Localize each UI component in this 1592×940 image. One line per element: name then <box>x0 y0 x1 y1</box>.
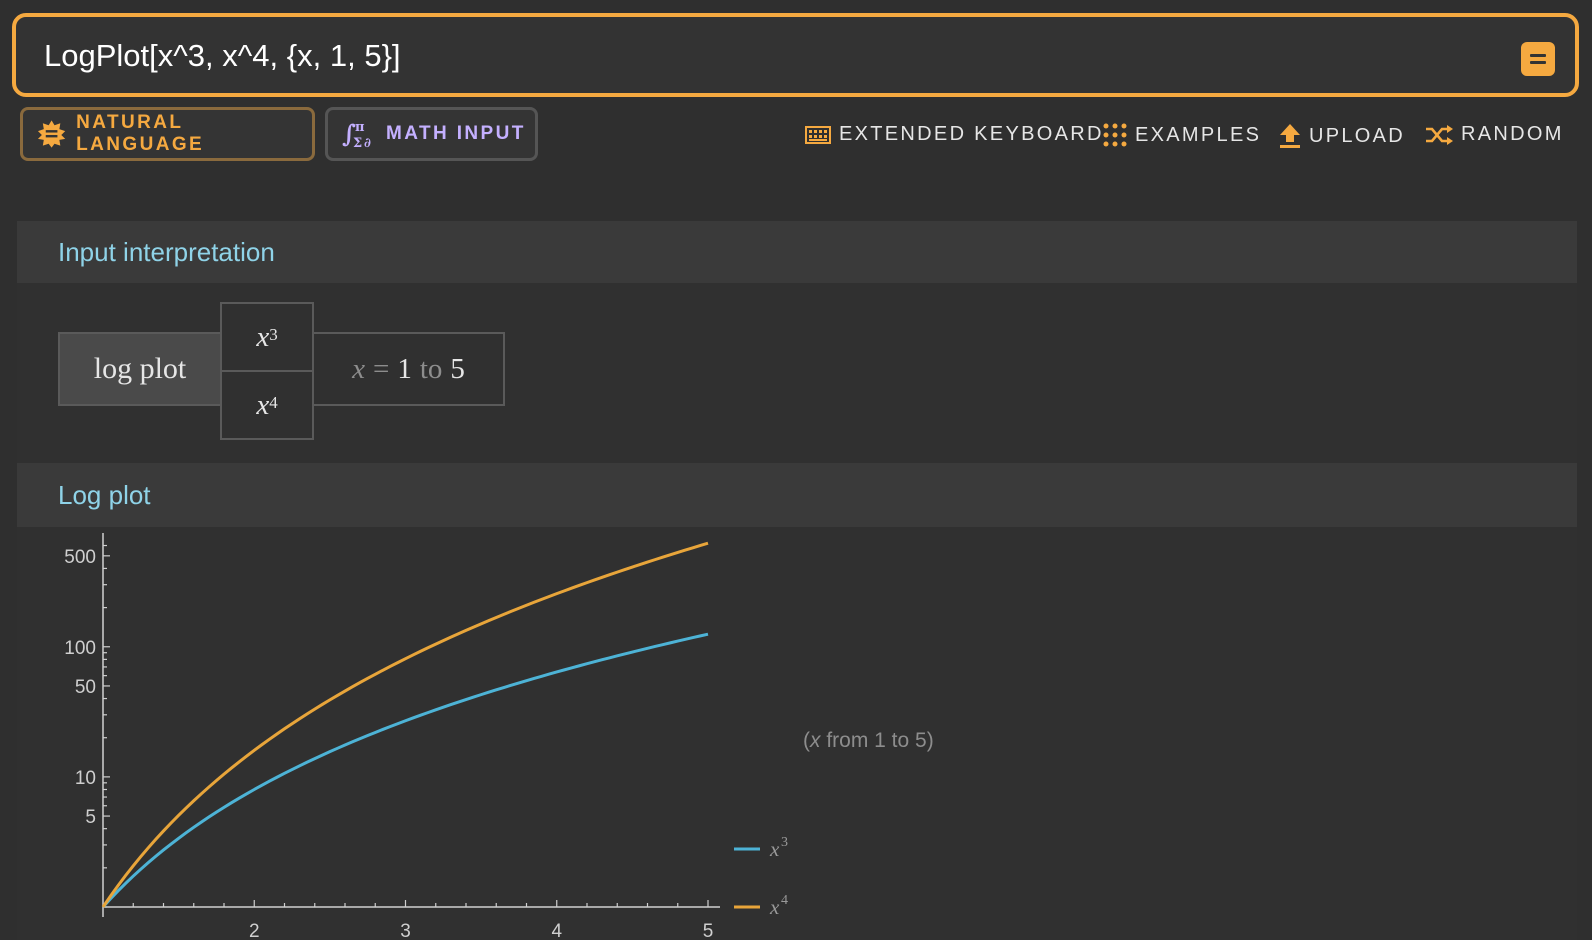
input-interpretation-title: Input interpretation <box>17 221 1577 283</box>
range-from: 1 <box>397 352 412 385</box>
query-bar <box>12 13 1579 97</box>
f2-exponent: 4 <box>269 393 278 412</box>
series-line-x3 <box>101 632 709 909</box>
x-tick-label: 2 <box>249 921 260 940</box>
random-label: RANDOM <box>1461 123 1564 145</box>
range-to-word: to <box>419 352 443 385</box>
plot-range-note-open: ( <box>803 729 810 752</box>
math-symbols-icon: ∫ π Σ ∂ <box>342 119 373 150</box>
random-button[interactable]: RANDOM <box>1425 123 1564 146</box>
keyboard-icon <box>805 125 831 144</box>
legend-exponent-x3: 3 <box>781 835 788 850</box>
svg-text:∂: ∂ <box>364 136 373 150</box>
upload-icon <box>1280 124 1300 148</box>
compute-button[interactable] <box>1521 42 1555 76</box>
math-input-label: MATH INPUT <box>386 123 526 144</box>
interpretation-range-cell: x = 1 to 5 <box>312 332 505 406</box>
log-plot-pod: Log plot <box>17 463 1577 940</box>
interpretation-function: log plot <box>93 352 187 385</box>
log-plot-title: Log plot <box>17 463 1577 527</box>
interpretation-function-cell: log plot <box>58 332 222 406</box>
plot-range-note-var: x <box>810 729 821 752</box>
legend-exponent-x4: 4 <box>781 893 788 908</box>
query-input[interactable] <box>42 33 1486 79</box>
y-tick-label: 500 <box>64 547 96 568</box>
f1-base: x <box>256 320 270 353</box>
f2-base: x <box>256 388 270 421</box>
y-tick-label: 5 <box>85 807 96 828</box>
plot-range-note: (x from 1 to 5) <box>803 729 934 753</box>
shuffle-icon <box>1426 124 1453 145</box>
range-equals: = <box>372 352 390 385</box>
plot-range-note-rest: from 1 to 5) <box>820 729 934 752</box>
x-tick-label: 3 <box>400 921 411 940</box>
grid-dots-icon <box>1103 123 1127 147</box>
legend-label-x4: x <box>769 895 780 919</box>
range-to: 5 <box>450 352 465 385</box>
extended-keyboard-label: EXTENDED KEYBOARD <box>839 123 1104 145</box>
examples-button[interactable]: EXAMPLES <box>1103 123 1261 147</box>
natural-language-label: NATURAL LANGUAGE <box>76 112 205 155</box>
svg-text:∫: ∫ <box>342 119 358 148</box>
math-input-button[interactable]: ∫ π Σ ∂ MATH INPUT <box>325 107 538 161</box>
y-tick-label: 50 <box>75 677 96 698</box>
y-tick-label: 10 <box>75 768 96 789</box>
legend-label-x3: x <box>769 837 780 861</box>
f1-exponent: 3 <box>269 325 278 344</box>
natural-language-icon <box>37 120 66 148</box>
examples-label: EXAMPLES <box>1135 123 1262 146</box>
svg-text:π: π <box>355 120 367 135</box>
series-line-x4 <box>101 541 709 908</box>
svg-text:Σ: Σ <box>353 136 365 150</box>
extended-keyboard-button[interactable]: EXTENDED KEYBOARD <box>805 123 1104 146</box>
upload-button[interactable]: UPLOAD <box>1279 123 1405 149</box>
y-tick-label: 100 <box>64 638 96 659</box>
x-tick-label: 4 <box>551 921 562 940</box>
x-tick-label: 5 <box>703 921 714 940</box>
natural-language-button[interactable]: NATURAL LANGUAGE <box>20 107 315 161</box>
upload-label: UPLOAD <box>1309 124 1406 147</box>
range-variable: x <box>352 352 365 385</box>
